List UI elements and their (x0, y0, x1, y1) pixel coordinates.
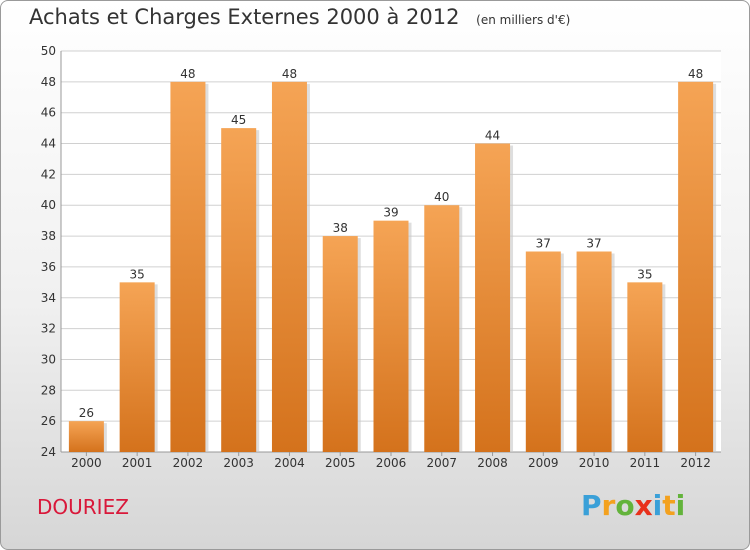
bar (525, 251, 561, 452)
bar (221, 128, 257, 452)
logo-letter: r (601, 489, 616, 522)
bar-value-label: 48 (688, 67, 703, 81)
x-tick-label: 2012 (680, 456, 711, 470)
x-tick-label: 2003 (223, 456, 254, 470)
logo-letter: P (581, 489, 602, 522)
bar (170, 81, 206, 452)
bar (322, 236, 358, 452)
chart-title-text: Achats et Charges Externes 2000 à 2012 (29, 5, 460, 29)
bar-value-label: 39 (383, 206, 398, 220)
x-tick-label: 2011 (630, 456, 661, 470)
bar-value-label: 45 (231, 113, 246, 127)
bar-value-label: 38 (333, 221, 348, 235)
bar-value-label: 37 (586, 237, 601, 251)
bar (576, 251, 612, 452)
bar-value-label: 40 (434, 190, 449, 204)
x-tick-label: 2007 (426, 456, 457, 470)
x-tick-label: 2009 (528, 456, 559, 470)
proxiti-logo: Proxiti (581, 489, 685, 522)
y-tick-label: 34 (41, 291, 56, 305)
chart-title: Achats et Charges Externes 2000 à 2012 (… (29, 5, 570, 29)
commune-name: DOURIEZ (37, 495, 129, 519)
bar-value-label: 26 (79, 406, 94, 420)
bar (475, 143, 511, 453)
bar (373, 220, 409, 452)
y-tick-label: 42 (41, 167, 56, 181)
y-tick-label: 48 (41, 75, 56, 89)
y-tick-label: 38 (41, 229, 56, 243)
bar-value-label: 44 (485, 129, 500, 143)
bar (627, 282, 663, 452)
bar (678, 81, 714, 452)
chart-subtitle: (en milliers d'€) (476, 13, 571, 27)
y-tick-label: 26 (41, 414, 56, 428)
bar-value-label: 35 (130, 267, 145, 281)
bar (119, 282, 155, 452)
y-tick-label: 46 (41, 106, 56, 120)
bar-value-label: 37 (536, 237, 551, 251)
y-tick-label: 24 (41, 445, 56, 459)
x-tick-label: 2008 (477, 456, 508, 470)
y-tick-label: 28 (41, 383, 56, 397)
x-tick-label: 2005 (325, 456, 356, 470)
y-tick-label: 32 (41, 322, 56, 336)
logo-letter: o (615, 489, 635, 522)
logo-letter: x (634, 489, 653, 522)
x-tick-label: 2000 (71, 456, 102, 470)
y-tick-label: 40 (41, 198, 56, 212)
x-tick-label: 2001 (122, 456, 153, 470)
x-tick-label: 2002 (173, 456, 204, 470)
bar-value-label: 48 (282, 67, 297, 81)
y-tick-label: 36 (41, 260, 56, 274)
y-tick-label: 44 (41, 137, 56, 151)
x-tick-label: 2004 (274, 456, 305, 470)
logo-letter: i (675, 489, 686, 522)
logo-letter: i (652, 489, 663, 522)
bar-value-label: 48 (180, 67, 195, 81)
bar (424, 205, 460, 452)
bar-value-label: 35 (637, 267, 652, 281)
y-tick-label: 30 (41, 352, 56, 366)
y-tick-label: 50 (41, 44, 56, 58)
x-tick-label: 2006 (376, 456, 407, 470)
bar (68, 421, 104, 452)
logo-letter: t (662, 489, 676, 522)
bar (271, 81, 307, 452)
x-tick-label: 2010 (579, 456, 610, 470)
